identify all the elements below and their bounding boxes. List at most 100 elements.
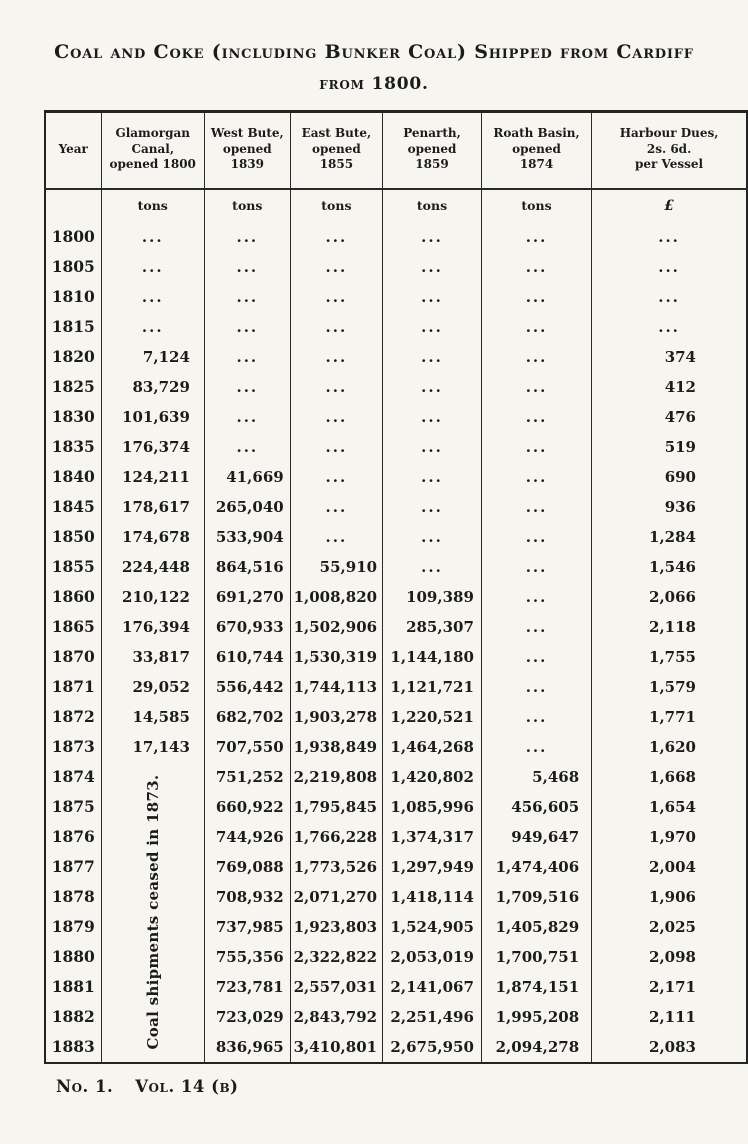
column-header-5: Roath Basin, opened 1874 [480,111,592,191]
year-cell: 1877 [51,857,95,877]
value-cell: 210,122 [100,582,205,613]
value-cell: ... [203,402,291,433]
value-cell: ... [289,312,383,343]
value-cell: ... [382,222,482,253]
value-cell: 17,143 [100,732,205,763]
value-cell: ... [480,342,592,373]
value-cell: ... [480,552,592,583]
value-cell: 83,729 [100,372,205,403]
value-cell: 744,926 [203,822,291,853]
value-cell: 1,744,113 [289,672,383,703]
value-cell: 1,474,406 [480,852,592,883]
value-cell: ... [480,492,592,523]
value-cell: ... [100,282,205,313]
data-row-1815: 1815.................. [45,312,747,343]
value-cell: ... [480,252,592,283]
column-header-2: West Bute, opened 1839 [203,111,291,191]
value-cell: 723,029 [203,1002,291,1033]
data-row-1873: 1873 17,143 707,550 1,938,849 1,464,268... 1,… [45,732,747,763]
value-cell: 1,995,208 [480,1002,592,1033]
value-cell: ... [591,222,747,253]
units-cell-2: tons [203,189,291,223]
value-cell: ... [382,432,482,463]
year-cell: 1881 [51,977,95,997]
value-cell: 1,874,151 [480,972,592,1003]
value-cell: 2,066 [591,582,747,613]
value-cell: 2,141,067 [382,972,482,1003]
value-cell: 1,284 [591,522,747,553]
value-cell: 285,307 [382,612,482,643]
data-row-1860: 1860 210,122 691,270 1,008,820 109,389... 2,0… [45,582,747,613]
value-cell: ... [382,282,482,313]
value-cell: 1,903,278 [289,702,383,733]
value-cell: 101,639 [100,402,205,433]
value-cell: 14,585 [100,702,205,733]
value-cell: ... [480,642,592,673]
value-cell: ... [480,582,592,613]
value-cell: 723,781 [203,972,291,1003]
year-cell: 1876 [51,827,95,847]
value-cell: 519 [591,432,747,463]
value-cell: ... [289,252,383,283]
value-cell: ... [289,402,383,433]
year-cell: 1825 [51,377,95,397]
column-header-6: Harbour Dues, 2s. 6d. per Vessel [591,111,747,191]
year-cell: 1882 [51,1007,95,1027]
value-cell: ... [382,342,482,373]
value-cell: ... [203,372,291,403]
value-cell: 1,008,820 [289,582,383,613]
value-cell: ... [289,372,383,403]
document-title: Coal and Coke (including Bunker Coal) Sh… [0,0,748,94]
units-cell-6: £ [591,189,747,223]
value-cell: 1,923,803 [289,912,383,943]
value-cell: 2,098 [591,942,747,973]
year-cell: 1860 [51,587,95,607]
value-cell: 174,678 [100,522,205,553]
value-cell: 224,448 [100,552,205,583]
data-row-1874: 1874 Coal shipments ceased in 1873. 751,25… [45,762,747,1064]
units-cell-5: tons [480,189,592,223]
value-cell: 660,922 [203,792,291,823]
header-row: Year Glamorgan Canal, opened 1800 West Bute,… [45,111,747,191]
year-cell: 1872 [51,707,95,727]
value-cell: ... [480,732,592,763]
year-cell: 1835 [51,437,95,457]
value-cell: ... [480,282,592,313]
value-cell: ... [480,432,592,463]
value-cell: 55,910 [289,552,383,583]
value-cell: 2,322,822 [289,942,383,973]
data-row-1883: 1883 836,965 3,410,801 2,675,950 2,094,278 2,… [45,1032,747,1064]
value-cell: 1,502,906 [289,612,383,643]
value-cell: ... [480,372,592,403]
value-cell: ... [289,522,383,553]
year-cell: 1871 [51,677,95,697]
value-cell: ... [382,312,482,343]
value-cell: 751,252 [203,762,291,793]
glamorgan-note-cell: Coal shipments ceased in 1873. [100,762,205,1064]
value-cell: 936 [591,492,747,523]
value-cell: ... [382,522,482,553]
value-cell: ... [382,462,482,493]
value-cell: 1,906 [591,882,747,913]
value-cell: ... [203,282,291,313]
year-cell: 1830 [51,407,95,427]
year-cell: 1845 [51,497,95,517]
value-cell: ... [203,432,291,463]
value-cell: ... [203,252,291,283]
value-cell: 456,605 [480,792,592,823]
year-cell: 1870 [51,647,95,667]
year-cell: 1865 [51,617,95,637]
value-cell: 533,904 [203,522,291,553]
value-cell: ... [591,282,747,313]
value-cell: 124,211 [100,462,205,493]
year-cell: 1883 [51,1037,95,1057]
value-cell: 1,546 [591,552,747,583]
data-row-1800: 1800.................. [45,222,747,253]
units-row: tons tons tons tons tons £ [45,189,747,223]
value-cell: ... [480,672,592,703]
data-row-1871: 1871 29,052 556,442 1,744,113 1,121,721... 1,… [45,672,747,703]
data-row-1877: 1877 769,088 1,773,526 1,297,949 1,474,406 2,… [45,852,747,883]
value-cell: 1,405,829 [480,912,592,943]
value-cell: 1,795,845 [289,792,383,823]
